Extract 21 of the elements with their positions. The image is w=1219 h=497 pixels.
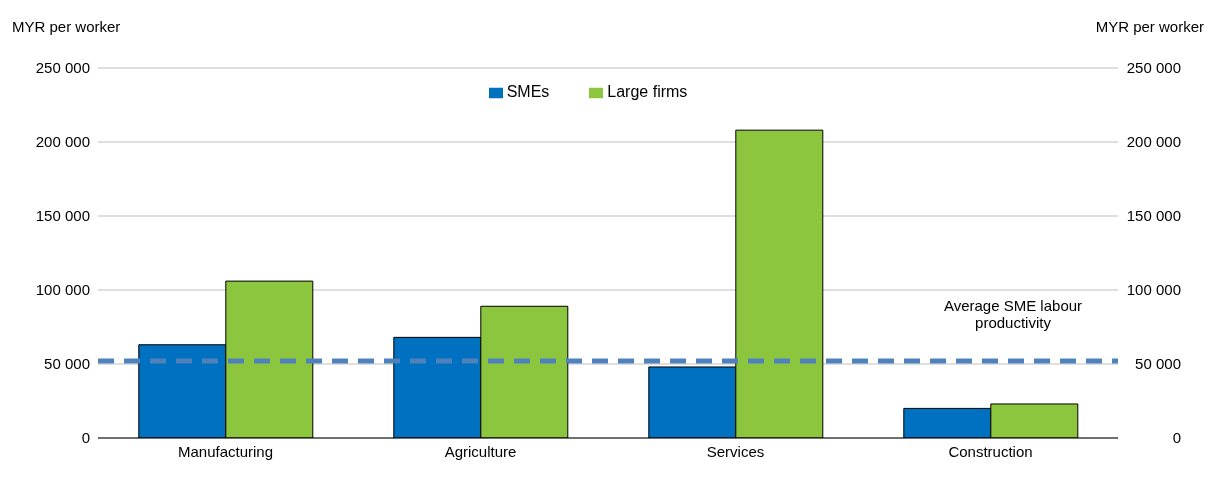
y-tick-label: 150 000 bbox=[35, 207, 90, 225]
y2-tick-label: 0 bbox=[1172, 429, 1181, 447]
y2-axis-title: MYR per worker bbox=[1095, 18, 1204, 35]
y-tick-label: 200 000 bbox=[35, 133, 90, 151]
y-axis-title: MYR per worker bbox=[12, 18, 121, 35]
x-tick-label: Services bbox=[706, 442, 765, 460]
x-tick-label: Manufacturing bbox=[177, 442, 274, 460]
x-tick-label: Agriculture bbox=[444, 442, 517, 460]
y-tick-label: 50 000 bbox=[44, 355, 90, 373]
y2-tick-label: 200 000 bbox=[1126, 133, 1181, 151]
legend-label: SMEs bbox=[506, 83, 550, 100]
x-tick-label: Construction bbox=[948, 442, 1033, 460]
legend-label: Large firms bbox=[607, 83, 688, 100]
y-tick-label: 250 000 bbox=[35, 59, 90, 77]
ref-line-label: Average SME labour productivity bbox=[942, 297, 1084, 332]
y-tick-label: 0 bbox=[81, 429, 90, 447]
y2-tick-label: 250 000 bbox=[1126, 59, 1181, 77]
y2-tick-label: 50 000 bbox=[1135, 355, 1181, 373]
y-tick-label: 100 000 bbox=[35, 281, 90, 299]
y2-tick-label: 100 000 bbox=[1126, 281, 1181, 299]
y2-tick-label: 150 000 bbox=[1126, 207, 1181, 225]
